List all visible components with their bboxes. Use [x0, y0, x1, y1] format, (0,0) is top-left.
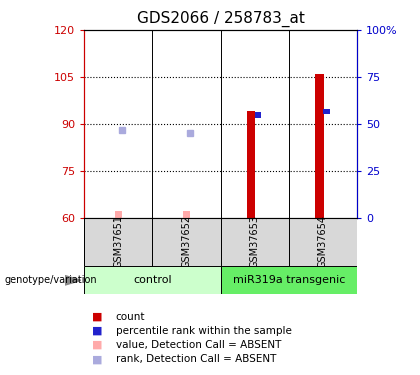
Bar [115, 211, 121, 217]
Bar [84, 266, 220, 294]
Bar [220, 217, 289, 266]
Text: value, Detection Call = ABSENT: value, Detection Call = ABSENT [116, 340, 281, 350]
Text: GSM37651: GSM37651 [113, 215, 123, 268]
Bar [289, 217, 357, 266]
Text: GSM37654: GSM37654 [318, 215, 328, 268]
Text: GSM37653: GSM37653 [249, 215, 260, 268]
Bar [255, 112, 262, 117]
Polygon shape [65, 276, 81, 285]
Bar [183, 211, 190, 217]
Text: ■: ■ [92, 340, 103, 350]
Bar [220, 266, 357, 294]
Bar [323, 109, 330, 114]
Text: rank, Detection Call = ABSENT: rank, Detection Call = ABSENT [116, 354, 276, 364]
Bar [152, 217, 221, 266]
Text: genotype/variation: genotype/variation [4, 275, 97, 285]
Bar [247, 111, 255, 218]
Text: count: count [116, 312, 145, 322]
Text: ■: ■ [92, 326, 103, 336]
Bar [84, 217, 152, 266]
Text: ■: ■ [92, 354, 103, 364]
Text: control: control [133, 275, 171, 285]
Title: GDS2066 / 258783_at: GDS2066 / 258783_at [136, 11, 304, 27]
Text: ■: ■ [92, 312, 103, 322]
Text: percentile rank within the sample: percentile rank within the sample [116, 326, 291, 336]
Text: GSM37652: GSM37652 [181, 215, 192, 268]
Bar [315, 74, 323, 217]
Text: miR319a transgenic: miR319a transgenic [233, 275, 345, 285]
